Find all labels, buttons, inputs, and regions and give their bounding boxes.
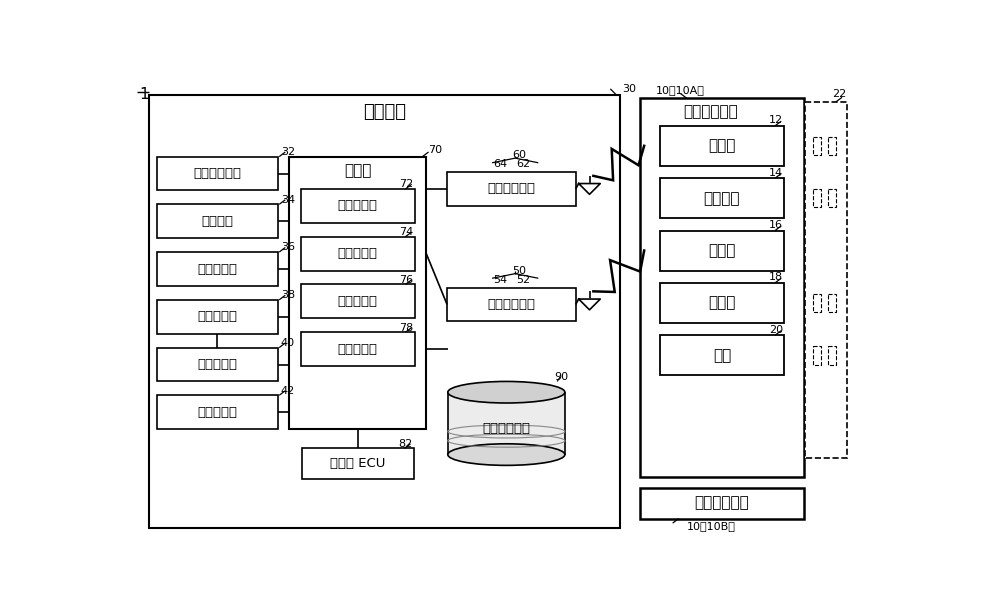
Text: 54: 54: [494, 275, 508, 285]
Bar: [828, 189, 836, 207]
Text: 利用许可部: 利用许可部: [338, 295, 378, 308]
Bar: [301, 332, 415, 366]
Text: 供电控制部: 供电控制部: [338, 200, 378, 212]
Text: 通信控制部: 通信控制部: [338, 247, 378, 260]
Text: 64: 64: [494, 159, 508, 170]
Text: 50: 50: [512, 266, 526, 275]
Bar: [157, 157, 278, 190]
Text: 控制单元: 控制单元: [704, 191, 740, 206]
Bar: [301, 285, 415, 318]
Bar: [447, 172, 576, 206]
Text: 52: 52: [516, 275, 530, 285]
Bar: [828, 136, 836, 155]
Text: 36: 36: [281, 242, 295, 253]
Text: 14: 14: [769, 168, 783, 177]
Text: 1: 1: [139, 88, 149, 102]
Bar: [149, 95, 620, 528]
Bar: [157, 252, 278, 286]
Text: 车室内通信部: 车室内通信部: [487, 182, 535, 195]
Text: 82: 82: [398, 439, 412, 449]
Text: 10（10A）: 10（10A）: [656, 86, 705, 95]
Bar: [660, 231, 784, 271]
Text: 30: 30: [622, 84, 636, 94]
Text: 通信部: 通信部: [708, 138, 736, 154]
Text: 78: 78: [399, 323, 413, 332]
Text: 座椅控制部: 座椅控制部: [197, 406, 237, 419]
Bar: [157, 395, 278, 429]
Text: 18: 18: [769, 272, 783, 283]
Bar: [828, 294, 836, 312]
Bar: [157, 300, 278, 334]
Text: 74: 74: [399, 227, 413, 237]
Bar: [660, 283, 784, 323]
Text: 车室外通信部: 车室外通信部: [487, 298, 535, 311]
Bar: [447, 288, 576, 321]
Bar: [640, 98, 804, 477]
Text: 便携无线终端: 便携无线终端: [695, 496, 749, 510]
Polygon shape: [579, 184, 600, 195]
Text: 20: 20: [769, 325, 783, 335]
Text: 便携无线终端: 便携无线终端: [683, 105, 738, 119]
Text: 车载侧存储部: 车载侧存储部: [482, 422, 530, 435]
Polygon shape: [579, 299, 600, 310]
Text: 16: 16: [769, 220, 783, 230]
Bar: [660, 126, 784, 166]
Text: 用户管理部: 用户管理部: [338, 343, 378, 356]
Text: 42: 42: [281, 386, 295, 396]
Text: 发动机开关部: 发动机开关部: [193, 167, 241, 180]
Text: 10（10B）: 10（10B）: [687, 521, 735, 531]
Text: 34: 34: [281, 195, 295, 205]
Text: 90: 90: [554, 372, 568, 382]
Text: 22: 22: [832, 89, 846, 99]
Bar: [157, 348, 278, 381]
Bar: [157, 204, 278, 238]
Bar: [805, 102, 847, 458]
Bar: [301, 189, 415, 223]
Text: 存储部: 存储部: [708, 243, 736, 258]
Bar: [813, 189, 821, 207]
Bar: [640, 488, 804, 518]
Text: 38: 38: [281, 290, 295, 300]
Text: 电源: 电源: [713, 348, 731, 363]
Text: 发动机 ECU: 发动机 ECU: [330, 457, 385, 471]
Text: 门锁控制部: 门锁控制部: [197, 310, 237, 323]
Text: 72: 72: [399, 179, 413, 189]
Bar: [813, 136, 821, 155]
Text: 车门传感器: 车门传感器: [197, 358, 237, 371]
Text: 受电部: 受电部: [708, 296, 736, 310]
Bar: [289, 157, 426, 429]
Text: 62: 62: [516, 159, 530, 170]
Bar: [813, 346, 821, 365]
Text: 76: 76: [399, 275, 413, 285]
Bar: [828, 346, 836, 365]
Bar: [448, 392, 565, 455]
Bar: [301, 237, 415, 271]
Bar: [660, 178, 784, 218]
Text: 32: 32: [281, 147, 295, 157]
Text: 信息输出部: 信息输出部: [197, 263, 237, 275]
Ellipse shape: [448, 381, 565, 403]
Bar: [813, 294, 821, 312]
Text: 车载装置: 车载装置: [363, 103, 406, 121]
Text: 60: 60: [512, 150, 526, 160]
Text: 控制部: 控制部: [344, 163, 371, 178]
Ellipse shape: [448, 444, 565, 465]
Text: 供电单元: 供电单元: [201, 215, 233, 228]
Text: 40: 40: [281, 338, 295, 348]
Bar: [302, 449, 414, 479]
Text: 12: 12: [769, 116, 783, 125]
Text: 70: 70: [428, 146, 442, 155]
Bar: [660, 335, 784, 375]
